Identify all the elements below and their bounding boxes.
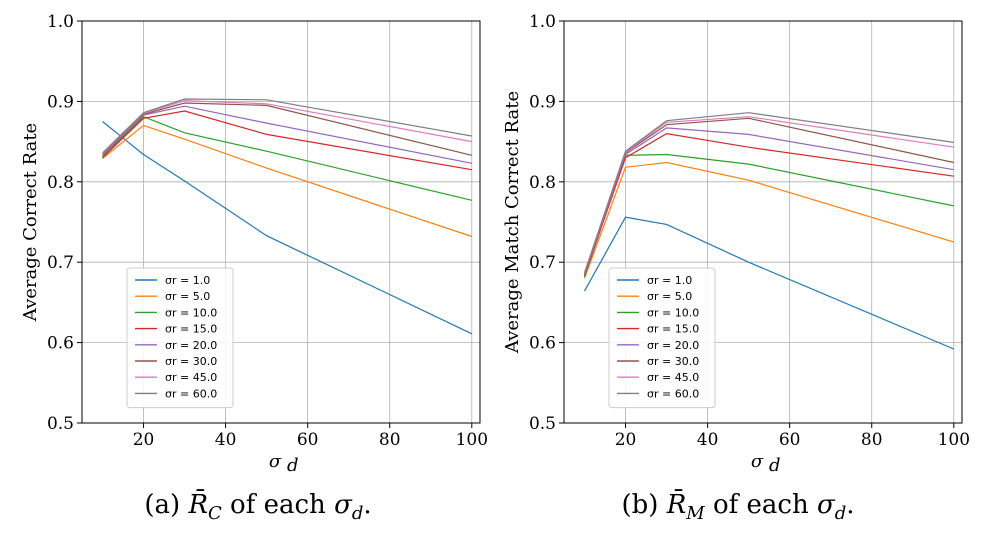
legend-label-0: σr = 1.0: [647, 274, 692, 287]
legend-label-7: σr = 60.0: [647, 387, 699, 400]
y-tick-label: 0.7: [529, 253, 556, 273]
x-axis-label-subscript: d: [769, 455, 781, 476]
figure-caption: (b) R̄M of each σd.: [621, 488, 854, 524]
caption-sigma: σ: [817, 490, 836, 520]
x-tick-label: 100: [938, 430, 970, 450]
caption-prefix: (a): [144, 490, 188, 520]
legend-label-2: σr = 10.0: [165, 306, 217, 319]
legend-label-0: σr = 1.0: [165, 274, 210, 287]
legend-label-7: σr = 60.0: [165, 387, 217, 400]
caption-end: .: [846, 490, 854, 520]
caption-mid: of each: [222, 490, 334, 520]
x-axis-label-subscript: d: [287, 455, 299, 476]
caption-sigma: σ: [334, 490, 353, 520]
caption-sub: C: [208, 503, 222, 524]
x-tick-label: 20: [133, 430, 155, 450]
series-line-3: [102, 110, 472, 171]
y-tick-label: 1.0: [529, 12, 556, 32]
x-tick-label: 60: [779, 430, 801, 450]
x-tick-label: 80: [379, 430, 401, 450]
y-tick-label: 0.8: [47, 173, 74, 193]
series-line-3: [583, 132, 954, 277]
legend-label-4: σr = 20.0: [647, 339, 699, 352]
x-tick-label: 100: [456, 430, 488, 450]
x-axis-label: σ: [269, 451, 282, 472]
legend-box: [608, 267, 716, 409]
x-axis-label: σ: [751, 451, 764, 472]
y-tick-label: 0.8: [529, 173, 556, 193]
x-tick-label: 80: [861, 430, 883, 450]
legend-label-1: σr = 5.0: [165, 290, 210, 303]
legend-label-6: σr = 45.0: [165, 371, 217, 384]
y-tick-label: 0.6: [529, 334, 556, 354]
plot-frame: [81, 20, 481, 424]
legend-label-6: σr = 45.0: [647, 371, 699, 384]
y-axis-label: Average Correct Rate: [20, 123, 41, 322]
caption-sigma-sub: d: [352, 503, 364, 524]
legend-label-3: σr = 15.0: [165, 323, 217, 336]
y-tick-label: 0.5: [47, 414, 74, 434]
legend-label-4: σr = 20.0: [165, 339, 217, 352]
series-line-1: [102, 124, 472, 238]
series-line-2: [102, 115, 472, 201]
legend-label-1: σr = 5.0: [647, 290, 692, 303]
plot-frame: [563, 20, 963, 424]
series-line-7: [583, 112, 954, 273]
legend-label-5: σr = 30.0: [165, 355, 217, 368]
legend-label-2: σr = 10.0: [647, 306, 699, 319]
legend-label-5: σr = 30.0: [647, 355, 699, 368]
series-line-7: [102, 98, 472, 154]
x-tick-label: 20: [615, 430, 637, 450]
series-line-5: [102, 102, 472, 156]
series-line-0: [102, 121, 473, 335]
y-tick-label: 0.6: [47, 334, 74, 354]
caption-sub: M: [685, 503, 705, 524]
y-tick-label: 1.0: [47, 12, 74, 32]
series-line-2: [583, 153, 954, 277]
series-line-1: [583, 161, 954, 279]
caption-symbol: R̄: [187, 488, 208, 520]
y-axis-label: Average Match Correct Rate: [502, 91, 523, 354]
y-tick-label: 0.9: [47, 92, 74, 112]
y-tick-label: 0.5: [529, 414, 556, 434]
legend-box: [126, 267, 234, 409]
series-line-0: [583, 216, 955, 350]
series-line-4: [102, 105, 472, 164]
caption-mid: of each: [705, 490, 817, 520]
y-tick-label: 0.9: [529, 92, 556, 112]
x-tick-label: 40: [215, 430, 237, 450]
caption-sigma-sub: d: [835, 503, 847, 524]
caption-symbol: R̄: [666, 488, 687, 520]
caption-prefix: (b): [621, 490, 666, 520]
figure-caption: (a) R̄C of each σd.: [144, 488, 371, 524]
x-tick-label: 40: [697, 430, 719, 450]
x-tick-label: 60: [297, 430, 319, 450]
legend-label-3: σr = 15.0: [647, 323, 699, 336]
caption-end: .: [363, 490, 371, 520]
y-tick-label: 0.7: [47, 253, 74, 273]
